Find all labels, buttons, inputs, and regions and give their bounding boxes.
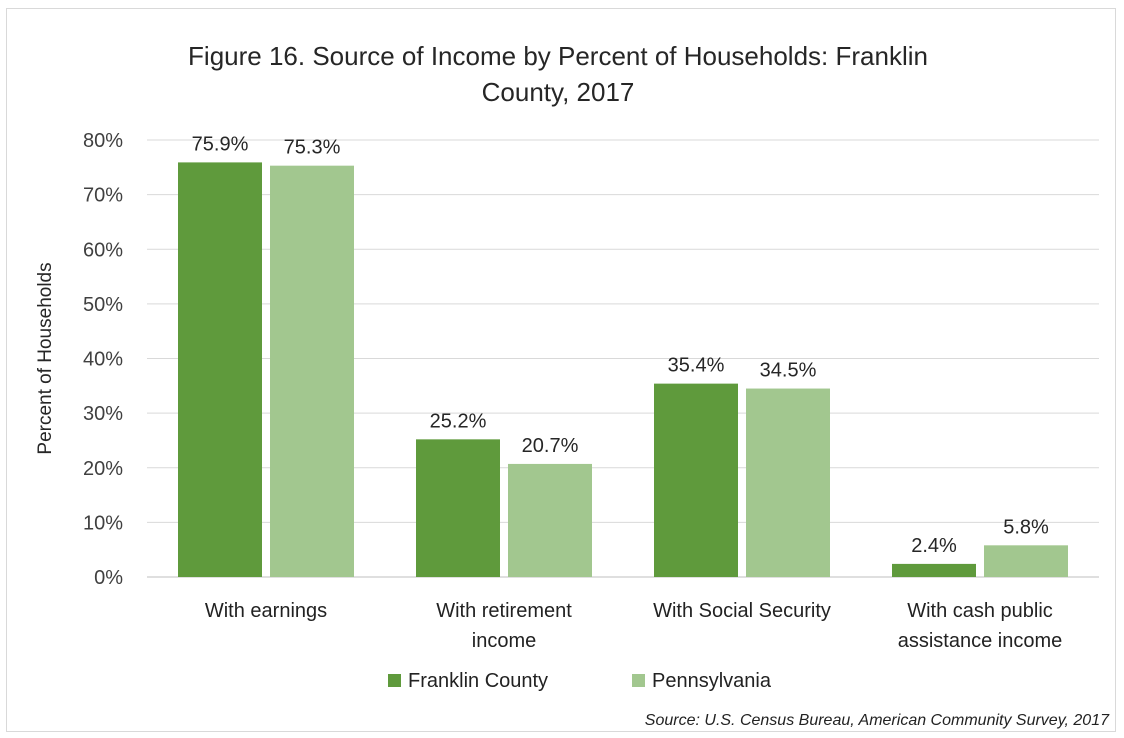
bar	[746, 388, 830, 577]
data-label: 75.3%	[284, 137, 341, 159]
y-tick-label: 20%	[83, 458, 123, 480]
data-label: 20.7%	[522, 435, 579, 457]
legend: Franklin County Pennsylvania	[388, 670, 772, 692]
chart-frame: Figure 16. Source of Income by Percent o…	[6, 8, 1116, 732]
x-category-label: income	[472, 630, 536, 652]
bar	[178, 162, 262, 578]
data-label: 34.5%	[760, 360, 817, 382]
data-label: 2.4%	[911, 535, 957, 557]
bar	[654, 383, 738, 577]
y-tick-label: 80%	[83, 130, 123, 152]
y-tick-label: 50%	[83, 294, 123, 316]
y-tick-label: 40%	[83, 349, 123, 371]
legend-swatch	[632, 674, 645, 687]
y-axis-label: Percent of Households	[35, 262, 56, 454]
x-category-label: With cash public	[907, 600, 1053, 622]
y-tick-label: 0%	[94, 567, 123, 589]
y-tick-label: 30%	[83, 403, 123, 425]
bar	[508, 463, 592, 577]
x-category-label: With retirement	[436, 600, 572, 622]
data-label: 35.4%	[668, 355, 725, 377]
legend-label: Pennsylvania	[652, 670, 772, 692]
y-tick-label: 10%	[83, 512, 123, 534]
x-axis-categories: With earnings With retirement income With S…	[205, 600, 1062, 652]
x-category-label: assistance income	[898, 630, 1063, 652]
bars	[178, 162, 1068, 578]
x-category-label: With earnings	[205, 600, 327, 622]
chart-title-line: County, 2017	[482, 77, 635, 107]
bar	[270, 165, 354, 577]
y-axis-ticks: 0% 10% 20% 30% 40% 50% 60% 70% 80%	[83, 130, 123, 589]
source-note: Source: U.S. Census Bureau, American Com…	[645, 712, 1110, 729]
bar	[892, 563, 976, 577]
data-label: 5.8%	[1003, 516, 1049, 538]
bar	[984, 545, 1068, 577]
chart-title: Figure 16. Source of Income by Percent o…	[188, 41, 928, 107]
legend-swatch	[388, 674, 401, 687]
bar-chart: Figure 16. Source of Income by Percent o…	[35, 41, 1110, 729]
data-label: 25.2%	[430, 410, 487, 432]
x-category-label: With Social Security	[653, 600, 831, 622]
bar	[416, 439, 500, 577]
data-labels: 75.9% 75.3% 25.2% 20.7% 35.4% 34.5% 2.4% 5.8%	[192, 133, 1049, 556]
legend-label: Franklin County	[408, 670, 548, 692]
y-tick-label: 70%	[83, 185, 123, 207]
data-label: 75.9%	[192, 133, 249, 155]
chart-title-line: Figure 16. Source of Income by Percent o…	[188, 41, 928, 71]
y-tick-label: 60%	[83, 239, 123, 261]
